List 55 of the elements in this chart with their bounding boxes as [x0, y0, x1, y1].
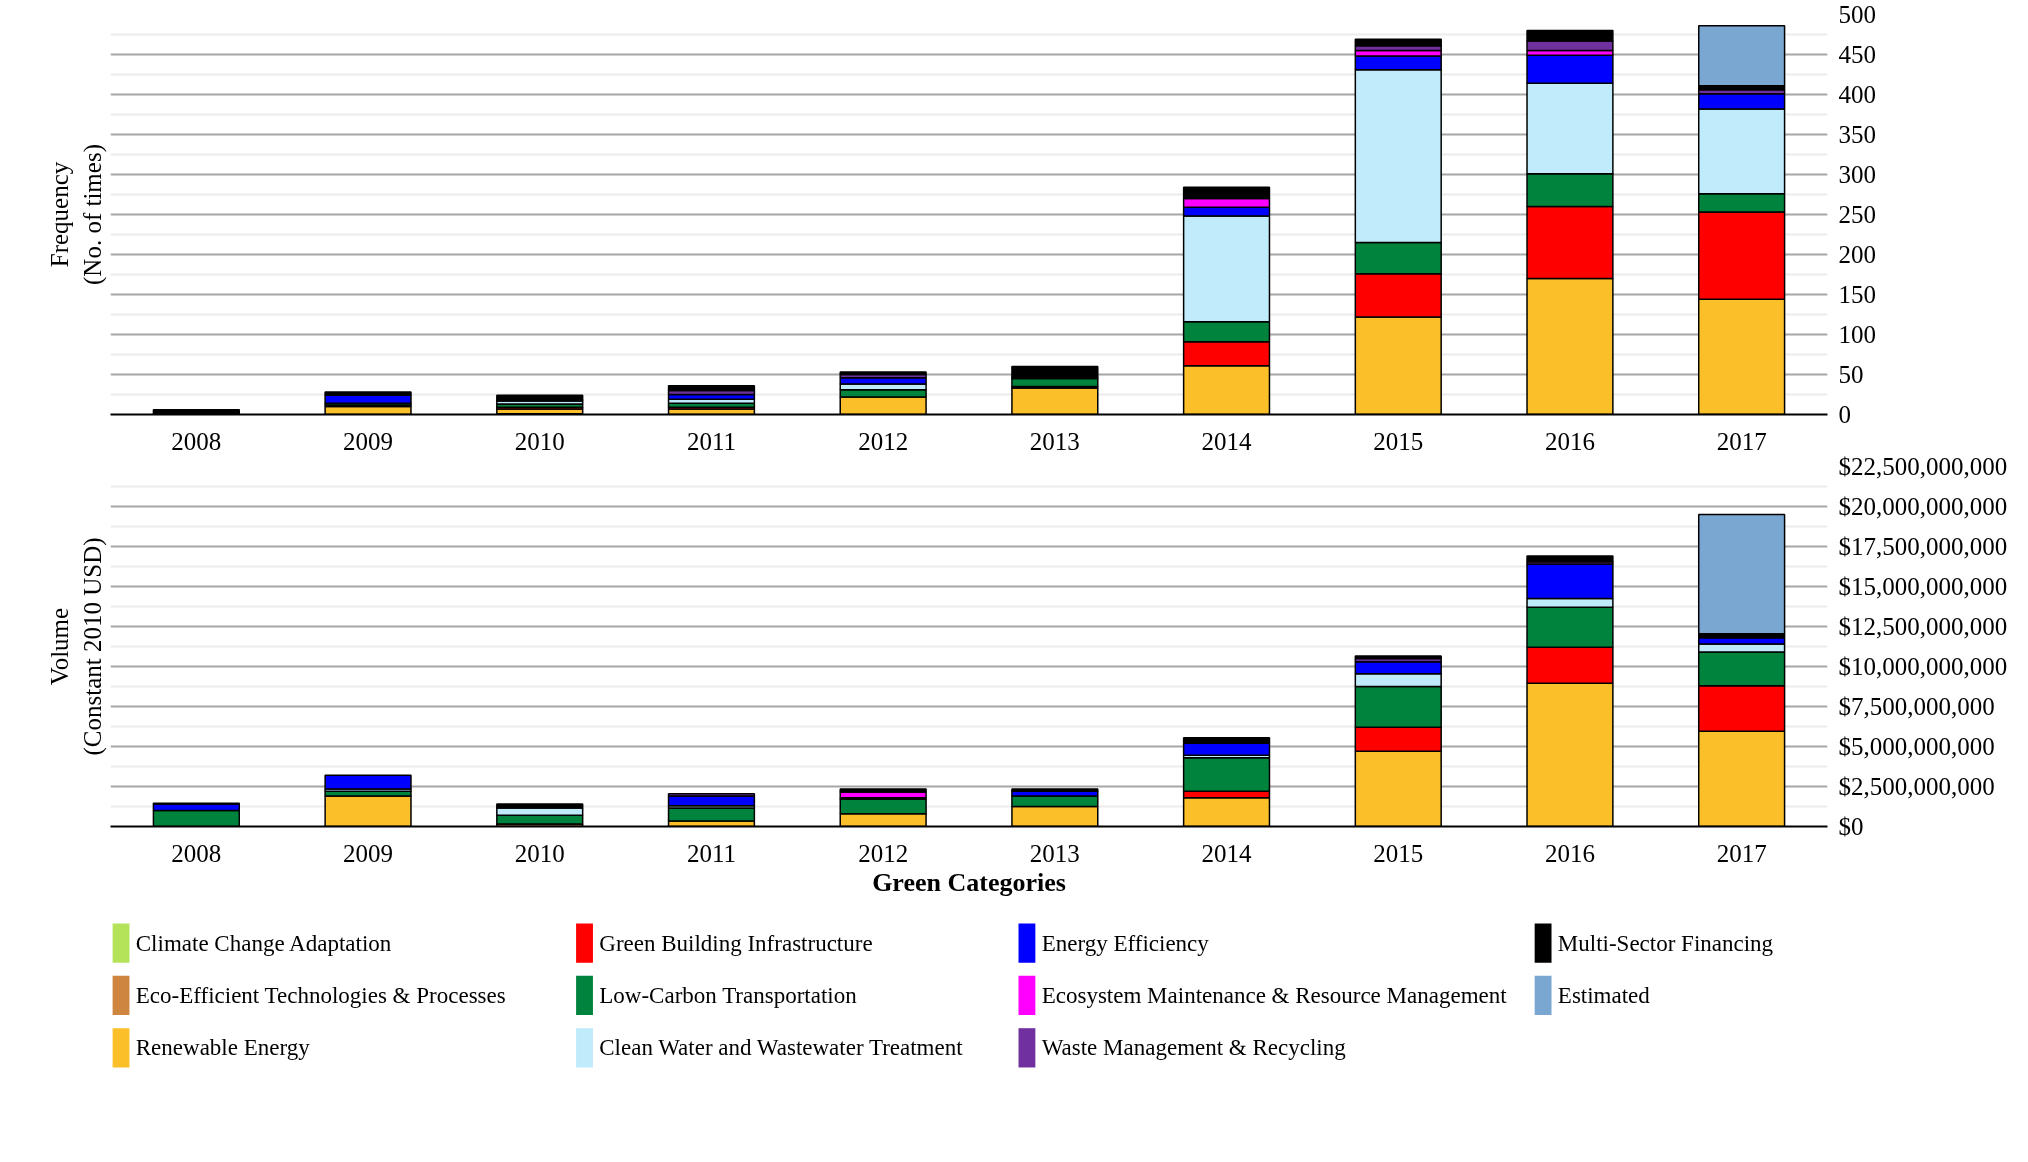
legend-label: Clean Water and Wastewater Treatment — [599, 1035, 964, 1061]
x-tick-label: 2014 — [1201, 839, 1253, 867]
legend-label: Low-Carbon Transportation — [599, 982, 858, 1008]
legend-label: Renewable Energy — [135, 1035, 311, 1061]
y-tick-label: 200 — [1838, 241, 1876, 268]
y-tick-label: $15,000,000,000 — [1838, 573, 2008, 600]
legend-label: Estimated — [1557, 982, 1651, 1008]
legend-title: Green Categories — [872, 868, 1066, 898]
x-tick-label: 2008 — [171, 839, 222, 867]
x-tick-label: 2013 — [1029, 839, 1080, 867]
y-axis-title: Volume (Constant 2010 USD) — [46, 537, 107, 756]
x-tick-label: 2017 — [1716, 839, 1767, 867]
x-tick-label: 2011 — [686, 427, 736, 455]
y-tick-label: 500 — [1838, 1, 1876, 28]
legend-label: Ecosystem Maintenance & Resource Management — [1041, 982, 1508, 1008]
y-tick-label: $5,000,000,000 — [1838, 733, 1995, 760]
y-tick-label: $10,000,000,000 — [1838, 653, 2008, 680]
x-tick-label: 2010 — [514, 839, 565, 867]
x-tick-label: 2009 — [343, 427, 394, 455]
legend-label: Multi-Sector Financing — [1557, 930, 1774, 956]
y-tick-label: 150 — [1838, 281, 1876, 308]
y-tick-label: 100 — [1838, 321, 1876, 348]
legend-label: Climate Change Adaptation — [135, 930, 392, 956]
x-tick-label: 2016 — [1544, 839, 1595, 867]
y-tick-label: 450 — [1838, 41, 1876, 68]
legend-label: Green Building Infrastructure — [599, 930, 873, 956]
x-tick-label: 2015 — [1373, 839, 1424, 867]
x-tick-label: 2013 — [1029, 427, 1080, 455]
y-tick-label: $22,500,000,000 — [1838, 453, 2008, 480]
y-tick-label: $2,500,000,000 — [1838, 773, 1995, 800]
x-tick-label: 2017 — [1716, 427, 1767, 455]
y-tick-label: $17,500,000,000 — [1838, 533, 2008, 560]
y-tick-label: 300 — [1838, 161, 1876, 188]
x-tick-label: 2012 — [858, 839, 909, 867]
y-tick-label: 50 — [1838, 361, 1864, 388]
legend-label: Waste Management & Recycling — [1041, 1035, 1347, 1061]
y-axis-title: Frequency (No. of times) — [46, 144, 107, 285]
y-tick-label: $0 — [1838, 813, 1864, 840]
x-tick-label: 2014 — [1201, 427, 1253, 455]
legend-label: Energy Efficiency — [1041, 930, 1210, 956]
x-tick-label: 2008 — [171, 427, 222, 455]
y-tick-label: $7,500,000,000 — [1838, 693, 1995, 720]
y-tick-label: $20,000,000,000 — [1838, 493, 2008, 520]
x-tick-label: 2010 — [514, 427, 565, 455]
y-tick-label: $12,500,000,000 — [1838, 613, 2008, 640]
y-tick-label: 250 — [1838, 201, 1876, 228]
y-tick-label: 0 — [1838, 401, 1851, 428]
y-tick-label: 350 — [1838, 121, 1876, 148]
x-tick-label: 2009 — [343, 839, 394, 867]
x-tick-label: 2012 — [858, 427, 909, 455]
x-tick-label: 2015 — [1373, 427, 1424, 455]
x-tick-label: 2011 — [686, 839, 736, 867]
legend-label: Eco-Efficient Technologies & Processes — [135, 982, 506, 1008]
x-tick-label: 2016 — [1544, 427, 1595, 455]
y-tick-label: 400 — [1838, 81, 1876, 108]
